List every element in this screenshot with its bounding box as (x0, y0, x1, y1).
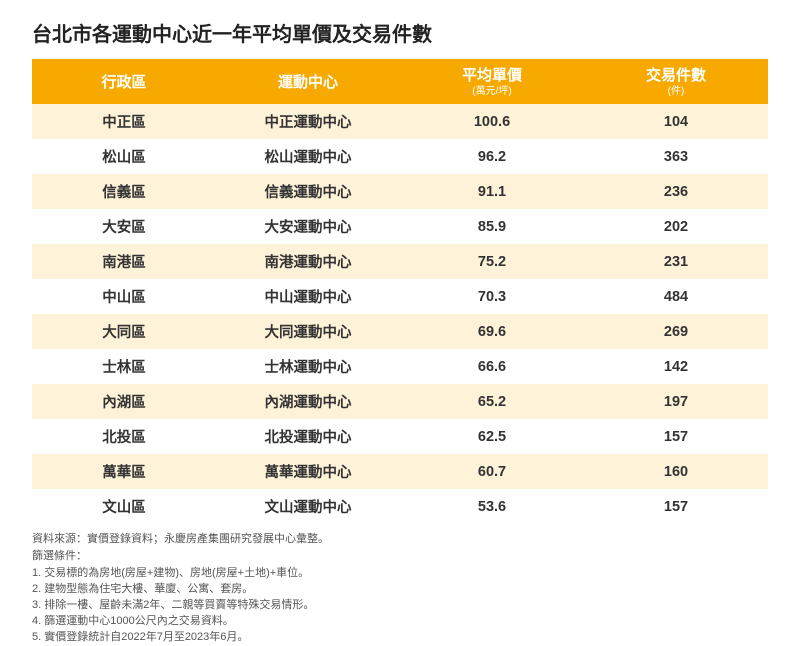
table-cell: 157 (584, 489, 768, 524)
table-cell: 60.7 (400, 454, 584, 489)
table-row: 內湖區內湖運動中心65.2197 (32, 384, 768, 419)
table-cell: 士林區 (32, 349, 216, 384)
table-cell: 松山運動中心 (216, 139, 400, 174)
table-cell: 文山區 (32, 489, 216, 524)
table-row: 南港區南港運動中心75.2231 (32, 244, 768, 279)
col-sublabel: (件) (588, 86, 764, 98)
col-district: 行政區 (32, 59, 216, 104)
footer-conditions-header: 篩選條件： (32, 549, 768, 565)
col-center: 運動中心 (216, 59, 400, 104)
footer-condition: 3. 排除一樓、屋齡未滿2年、二親等買賣等特殊交易情形。 (32, 598, 768, 614)
table-cell: 士林運動中心 (216, 349, 400, 384)
table-header-row: 行政區 運動中心 平均單價 (萬元/坪) 交易件數 (件) (32, 59, 768, 104)
table-cell: 萬華區 (32, 454, 216, 489)
table-cell: 231 (584, 244, 768, 279)
table-cell: 大安區 (32, 209, 216, 244)
table-cell: 85.9 (400, 209, 584, 244)
table-row: 文山區文山運動中心53.6157 (32, 489, 768, 524)
table-cell: 75.2 (400, 244, 584, 279)
table-cell: 197 (584, 384, 768, 419)
table-cell: 中山區 (32, 279, 216, 314)
table-cell: 66.6 (400, 349, 584, 384)
table-cell: 萬華運動中心 (216, 454, 400, 489)
table-cell: 62.5 (400, 419, 584, 454)
table-cell: 157 (584, 419, 768, 454)
col-label: 運動中心 (278, 74, 338, 91)
table-cell: 53.6 (400, 489, 584, 524)
table-cell: 內湖運動中心 (216, 384, 400, 419)
col-sublabel: (萬元/坪) (404, 86, 580, 98)
footer-condition: 4. 篩選運動中心1000公尺內之交易資料。 (32, 614, 768, 630)
table-cell: 96.2 (400, 139, 584, 174)
footer-source: 資料來源：實價登錄資料；永慶房產集團研究發展中心彙整。 (32, 532, 768, 548)
col-label: 行政區 (101, 74, 146, 91)
footer-condition: 5. 實價登錄統計自2022年7月至2023年6月。 (32, 630, 768, 646)
table-row: 北投區北投運動中心62.5157 (32, 419, 768, 454)
table-row: 萬華區萬華運動中心60.7160 (32, 454, 768, 489)
table-cell: 160 (584, 454, 768, 489)
table-cell: 70.3 (400, 279, 584, 314)
table-cell: 信義運動中心 (216, 174, 400, 209)
table-cell: 大同運動中心 (216, 314, 400, 349)
table-cell: 中正區 (32, 104, 216, 139)
page-title: 台北市各運動中心近一年平均單價及交易件數 (32, 18, 768, 47)
table-cell: 信義區 (32, 174, 216, 209)
table-row: 松山區松山運動中心96.2363 (32, 139, 768, 174)
table-cell: 中正運動中心 (216, 104, 400, 139)
footer-notes: 資料來源：實價登錄資料；永慶房產集團研究發展中心彙整。 篩選條件： 1. 交易標… (32, 532, 768, 646)
table-row: 大安區大安運動中心85.9202 (32, 209, 768, 244)
table-cell: 104 (584, 104, 768, 139)
table-cell: 內湖區 (32, 384, 216, 419)
table-row: 信義區信義運動中心91.1236 (32, 174, 768, 209)
table-cell: 363 (584, 139, 768, 174)
table-cell: 南港運動中心 (216, 244, 400, 279)
data-table: 行政區 運動中心 平均單價 (萬元/坪) 交易件數 (件) 中正區中正運動中心1… (32, 59, 768, 524)
table-cell: 北投區 (32, 419, 216, 454)
table-cell: 文山運動中心 (216, 489, 400, 524)
table-row: 士林區士林運動中心66.6142 (32, 349, 768, 384)
table-cell: 484 (584, 279, 768, 314)
table-cell: 100.6 (400, 104, 584, 139)
table-cell: 大同區 (32, 314, 216, 349)
table-cell: 269 (584, 314, 768, 349)
table-cell: 北投運動中心 (216, 419, 400, 454)
table-cell: 南港區 (32, 244, 216, 279)
col-price: 平均單價 (萬元/坪) (400, 59, 584, 104)
table-cell: 91.1 (400, 174, 584, 209)
footer-condition: 2. 建物型態為住宅大樓、華廈、公寓、套房。 (32, 582, 768, 598)
table-cell: 142 (584, 349, 768, 384)
table-cell: 236 (584, 174, 768, 209)
table-row: 中山區中山運動中心70.3484 (32, 279, 768, 314)
table-cell: 松山區 (32, 139, 216, 174)
table-cell: 202 (584, 209, 768, 244)
table-row: 中正區中正運動中心100.6104 (32, 104, 768, 139)
table-row: 大同區大同運動中心69.6269 (32, 314, 768, 349)
footer-condition: 1. 交易標的為房地(房屋+建物)、房地(房屋+土地)+車位。 (32, 566, 768, 582)
table-cell: 中山運動中心 (216, 279, 400, 314)
table-cell: 65.2 (400, 384, 584, 419)
col-label: 交易件數 (646, 67, 706, 84)
col-count: 交易件數 (件) (584, 59, 768, 104)
table-cell: 大安運動中心 (216, 209, 400, 244)
table-cell: 69.6 (400, 314, 584, 349)
col-label: 平均單價 (462, 67, 522, 84)
